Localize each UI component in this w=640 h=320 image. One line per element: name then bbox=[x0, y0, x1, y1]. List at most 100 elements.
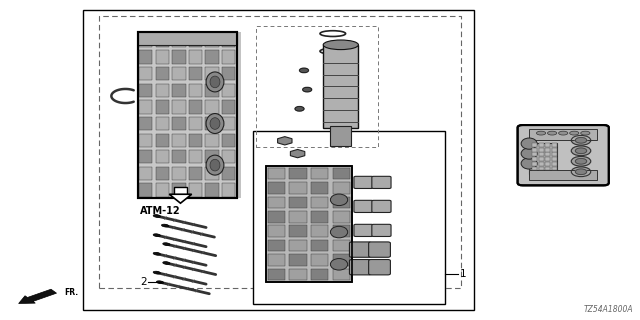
Bar bbox=[529, 143, 557, 173]
Ellipse shape bbox=[559, 131, 568, 135]
Bar bbox=[140, 150, 152, 164]
Bar bbox=[545, 152, 550, 156]
Bar bbox=[539, 166, 543, 170]
FancyBboxPatch shape bbox=[369, 260, 390, 275]
Circle shape bbox=[303, 87, 312, 92]
Bar bbox=[311, 196, 328, 208]
Bar bbox=[140, 100, 152, 114]
Ellipse shape bbox=[580, 131, 590, 135]
Bar bbox=[256, 26, 378, 147]
Text: TZ54A1800A: TZ54A1800A bbox=[584, 305, 634, 314]
Bar bbox=[140, 50, 152, 64]
Ellipse shape bbox=[330, 226, 348, 238]
Bar bbox=[289, 225, 307, 237]
Bar bbox=[156, 133, 169, 147]
Circle shape bbox=[575, 148, 587, 154]
Bar bbox=[156, 67, 169, 80]
Bar bbox=[539, 148, 543, 152]
Ellipse shape bbox=[153, 252, 161, 255]
Text: FR.: FR. bbox=[64, 288, 78, 297]
Bar bbox=[529, 129, 597, 140]
Bar bbox=[205, 67, 219, 80]
Ellipse shape bbox=[330, 259, 348, 270]
Bar bbox=[205, 100, 219, 114]
Bar bbox=[189, 117, 202, 130]
FancyBboxPatch shape bbox=[372, 224, 391, 236]
Bar bbox=[333, 168, 350, 179]
Bar bbox=[552, 166, 557, 170]
Circle shape bbox=[300, 68, 308, 73]
Bar bbox=[205, 50, 219, 64]
Bar bbox=[539, 162, 543, 166]
Ellipse shape bbox=[163, 243, 170, 245]
Bar bbox=[268, 182, 285, 194]
Circle shape bbox=[572, 135, 591, 145]
Bar bbox=[222, 150, 235, 164]
Bar bbox=[532, 143, 537, 147]
Bar bbox=[311, 240, 328, 252]
Bar bbox=[333, 254, 350, 266]
Bar bbox=[156, 34, 169, 47]
Bar bbox=[311, 268, 328, 280]
Bar bbox=[156, 84, 169, 97]
Bar bbox=[333, 268, 350, 280]
Bar bbox=[311, 168, 328, 179]
Ellipse shape bbox=[153, 271, 161, 274]
Bar bbox=[205, 150, 219, 164]
Bar bbox=[333, 196, 350, 208]
Bar bbox=[539, 143, 543, 147]
Bar bbox=[189, 50, 202, 64]
Bar bbox=[289, 168, 307, 179]
Bar bbox=[253, 131, 445, 304]
Bar bbox=[222, 50, 235, 64]
Bar bbox=[189, 167, 202, 180]
Bar bbox=[138, 32, 237, 198]
Bar bbox=[174, 187, 187, 195]
Bar bbox=[268, 168, 285, 179]
Bar bbox=[552, 143, 557, 147]
FancyBboxPatch shape bbox=[369, 242, 390, 257]
FancyBboxPatch shape bbox=[518, 125, 609, 185]
Ellipse shape bbox=[156, 281, 164, 284]
Bar bbox=[156, 117, 169, 130]
Bar bbox=[222, 183, 235, 197]
Bar bbox=[189, 133, 202, 147]
Bar bbox=[138, 32, 237, 198]
Bar bbox=[222, 84, 235, 97]
Bar bbox=[237, 32, 241, 198]
Bar bbox=[140, 183, 152, 197]
Ellipse shape bbox=[153, 234, 161, 236]
Bar bbox=[156, 183, 169, 197]
Ellipse shape bbox=[210, 76, 220, 88]
Bar bbox=[311, 211, 328, 223]
Bar bbox=[172, 117, 186, 130]
Circle shape bbox=[575, 158, 587, 164]
Bar bbox=[529, 170, 597, 180]
Ellipse shape bbox=[206, 72, 224, 92]
Bar bbox=[140, 167, 152, 180]
Bar bbox=[140, 117, 152, 130]
Bar bbox=[268, 240, 285, 252]
FancyBboxPatch shape bbox=[372, 200, 391, 212]
Bar bbox=[205, 34, 219, 47]
Bar bbox=[311, 182, 328, 194]
Ellipse shape bbox=[521, 148, 537, 159]
Circle shape bbox=[575, 169, 587, 175]
Bar bbox=[539, 157, 543, 161]
Ellipse shape bbox=[210, 118, 220, 129]
Bar bbox=[268, 268, 285, 280]
Bar bbox=[222, 67, 235, 80]
FancyBboxPatch shape bbox=[354, 200, 373, 212]
Circle shape bbox=[572, 146, 591, 156]
Bar bbox=[323, 45, 358, 128]
Bar bbox=[539, 152, 543, 156]
Bar bbox=[172, 50, 186, 64]
FancyBboxPatch shape bbox=[354, 176, 373, 188]
Bar bbox=[333, 240, 350, 252]
Bar bbox=[289, 211, 307, 223]
Bar bbox=[552, 157, 557, 161]
Bar bbox=[545, 166, 550, 170]
Bar bbox=[205, 84, 219, 97]
Ellipse shape bbox=[161, 224, 169, 227]
Bar bbox=[545, 148, 550, 152]
